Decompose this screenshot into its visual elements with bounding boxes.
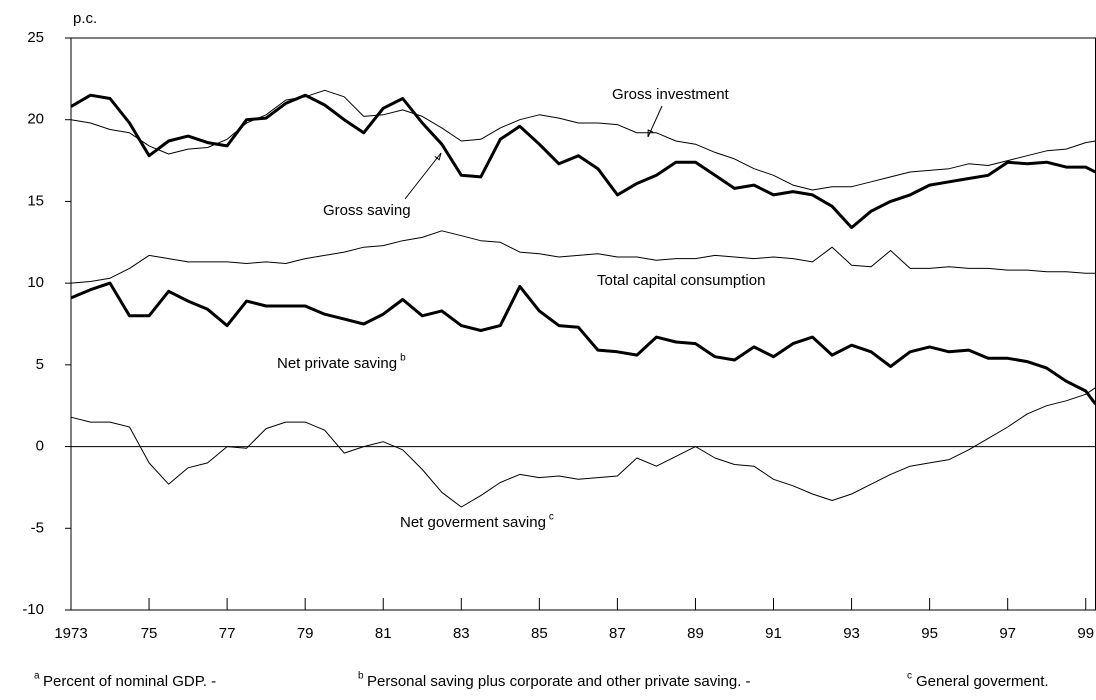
y-tick-label: -5 <box>31 519 44 536</box>
footnote: General goverment. <box>916 673 1049 690</box>
footnote: Percent of nominal GDP. - <box>43 673 216 690</box>
annotation: Total capital consumption <box>597 272 765 289</box>
y-tick-label: 25 <box>27 29 44 46</box>
x-tick-label: 87 <box>609 625 626 642</box>
footnote: Personal saving plus corporate and other… <box>367 673 751 690</box>
footnote-mark: a <box>34 671 40 682</box>
annotation: Gross saving <box>323 202 411 219</box>
annotation-arrowhead <box>434 152 442 161</box>
y-tick-label: 10 <box>27 274 44 291</box>
annotation-superscript: c <box>549 512 554 523</box>
series-line <box>70 281 1096 405</box>
annotation-superscript: b <box>400 353 406 364</box>
annotation-arrow <box>404 152 442 200</box>
x-tick-label: 81 <box>375 625 392 642</box>
x-tick-label: 95 <box>921 625 938 642</box>
series-line <box>70 387 1096 508</box>
x-tick-label: 79 <box>297 625 314 642</box>
x-tick-label: 77 <box>219 625 236 642</box>
footnote-mark: c <box>907 671 912 682</box>
annotation-arrow <box>647 105 663 138</box>
series-line <box>70 93 1096 230</box>
annotation: Gross investment <box>612 86 730 103</box>
x-tick-label: 1973 <box>54 625 87 642</box>
series-line <box>70 230 1096 284</box>
annotation-arrowhead <box>647 129 654 138</box>
y-tick-label: 20 <box>27 111 44 128</box>
x-tick-label: 85 <box>531 625 548 642</box>
x-tick-label: 93 <box>843 625 860 642</box>
x-tick-label: 97 <box>999 625 1016 642</box>
y-tick-label: 0 <box>36 438 44 455</box>
annotation: Net goverment saving <box>400 514 546 531</box>
x-tick-label: 91 <box>765 625 782 642</box>
y-tick-label: -10 <box>22 601 44 618</box>
series-line <box>70 89 1096 191</box>
x-tick-label: 99 <box>1077 625 1094 642</box>
y-tick-label: 5 <box>36 356 44 373</box>
y-tick-label: 15 <box>27 192 44 209</box>
annotation: Net private saving <box>277 355 397 372</box>
x-tick-label: 83 <box>453 625 470 642</box>
footnote-mark: b <box>358 671 364 682</box>
x-tick-label: 89 <box>687 625 704 642</box>
y-axis-label: p.c. <box>73 10 97 27</box>
x-tick-label: 75 <box>141 625 158 642</box>
